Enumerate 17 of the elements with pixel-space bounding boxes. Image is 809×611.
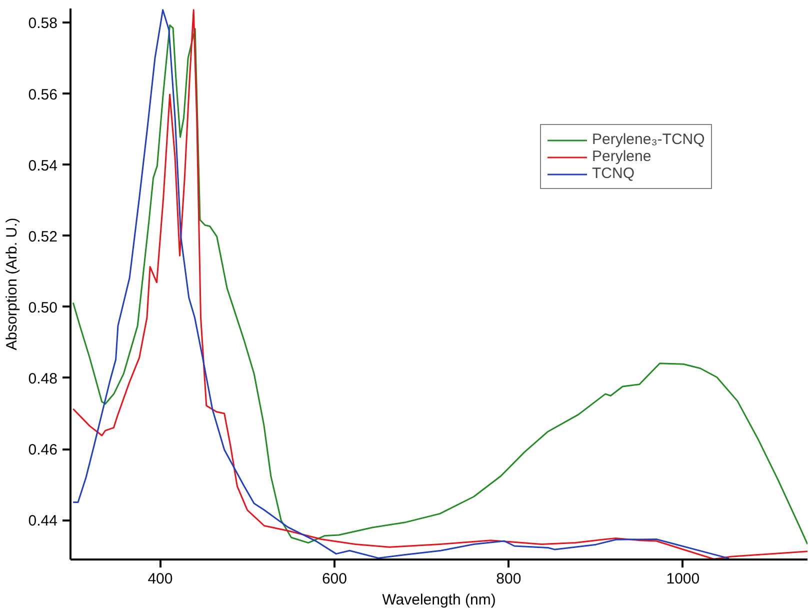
y-tick-label: 0.44 [28,512,58,530]
y-tick-label: 0.58 [28,15,58,32]
y-tick-label: 0.56 [28,86,58,104]
y-tick-label: 0.50 [28,299,58,316]
legend-label: Perylene₃-TCNQ [592,131,705,148]
legend-label: Perylene [592,148,652,165]
y-tick-label: 0.48 [28,370,58,388]
y-axis-title: Absorption (Arb. U.) [3,218,20,350]
x-axis-title: Wavelength (nm) [382,592,496,608]
y-tick-label: 0.54 [28,157,58,174]
x-tick-label: 600 [322,570,347,588]
y-tick-label: 0.46 [28,442,58,459]
x-tick-label: 1000 [666,570,700,588]
x-tick-label: 400 [148,570,173,588]
x-tick-label: 800 [496,570,522,588]
y-tick-label: 0.52 [28,228,58,246]
legend-label: TCNQ [592,165,634,182]
